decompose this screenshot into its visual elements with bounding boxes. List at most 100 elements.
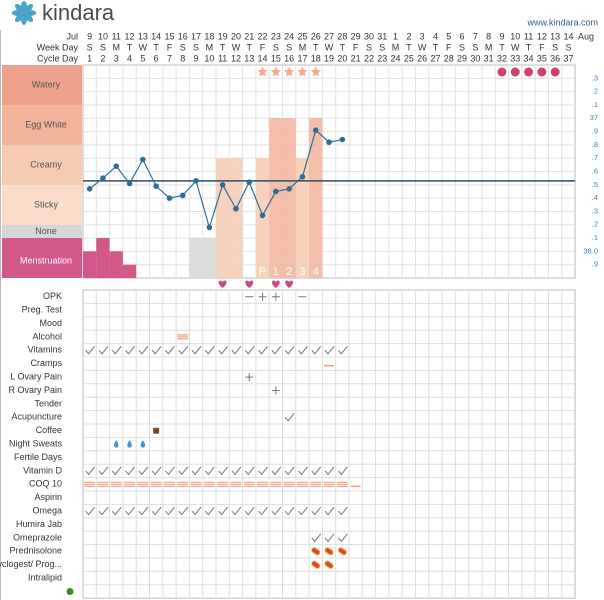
weekday: S [87,42,93,52]
cycle-day: 25 [404,53,414,63]
check [125,506,136,516]
cycle-day: 30 [470,53,480,63]
check [231,506,242,516]
date: 13 [550,31,560,41]
fluid-bar [295,158,310,278]
date: 13 [138,31,148,41]
weekday: W [139,42,148,52]
weekday: W [325,42,334,52]
logo-icon [12,1,36,25]
cycle-day: 8 [180,53,185,63]
check [85,345,96,355]
plus [258,292,267,301]
weekday: T [153,42,159,52]
date: 27 [324,31,334,41]
y-tick-label: .2 [592,220,598,229]
weekday: M [113,42,121,52]
fluid-band [2,225,82,238]
check [297,506,308,516]
temperature-point [273,188,279,195]
check [244,466,255,476]
check [111,506,122,516]
weekday: T [127,42,133,52]
heart [245,280,254,288]
cycle-day: 10 [204,53,214,63]
cycle-day: 5 [140,53,145,63]
fluid-bar [189,238,203,278]
check [271,345,282,355]
date: 1 [393,31,398,41]
y-tick-label: .3 [592,73,598,82]
temperature-point [219,182,226,188]
temperature-point [286,186,292,192]
drop [114,440,119,448]
check [231,345,242,355]
y-tick-label: .3 [592,206,598,215]
check [178,506,189,516]
y-tick-label: .1 [592,233,598,242]
date: 24 [284,31,294,41]
date: 9 [499,31,504,41]
cycle-day: 23 [377,53,387,63]
dot [550,67,560,77]
weekday: W [232,42,241,52]
star [297,66,308,77]
bars [310,481,322,487]
drop [140,440,146,448]
star [257,66,268,77]
date: 12 [125,31,135,41]
weekday: T [340,42,346,52]
cycle-day: 21 [351,53,361,63]
weekday: T [220,42,226,52]
y-tick-label: .5 [592,180,598,189]
menstruation-bar [122,264,137,278]
temperature-point [179,192,186,199]
cycle-day: 29 [457,53,467,63]
cycle-day: 17 [297,53,307,63]
temperature-point [193,178,199,184]
row-label: Cycle Day [37,53,79,63]
check [85,466,96,476]
weekday: M [392,42,400,52]
check [297,345,308,355]
date: 28 [337,31,347,41]
cycle-day: 34 [524,53,534,63]
weekday: F [353,42,359,52]
check [125,466,136,476]
heart [285,280,294,288]
fluid-band [2,105,82,145]
date: 19 [218,31,228,41]
cycle-day: 22 [364,53,374,63]
menstruation-bar [96,238,110,278]
row-label: Jul [66,31,78,41]
pill [311,560,321,569]
check [324,345,335,355]
check [311,533,322,543]
cup [153,427,160,434]
y-tick-label: .2 [592,87,598,96]
date: 22 [258,31,268,41]
weekday: S [366,42,372,52]
row-label: Omega [32,505,62,515]
date: 25 [297,31,307,41]
date: 17 [191,31,201,41]
row-label: OPK [43,291,62,301]
temperature-point [100,175,106,181]
check [324,466,335,476]
date: 6 [460,31,465,41]
url: www.kindara.com [526,17,598,27]
cycle-day: 13 [244,53,254,63]
fluid-label: Creamy [30,159,62,169]
weekday: T [499,42,505,52]
cycle-day: 4 [127,53,132,63]
row-label: Vitamins [28,345,63,355]
row-label: R Ovary Pain [8,385,62,395]
bars [283,481,295,487]
date: 16 [178,31,188,41]
bars [296,481,308,487]
date: 21 [244,31,254,41]
cycle-day: 37 [563,53,573,63]
date: 15 [164,31,174,41]
weekday: T [526,42,532,52]
weekday: S [286,42,292,52]
